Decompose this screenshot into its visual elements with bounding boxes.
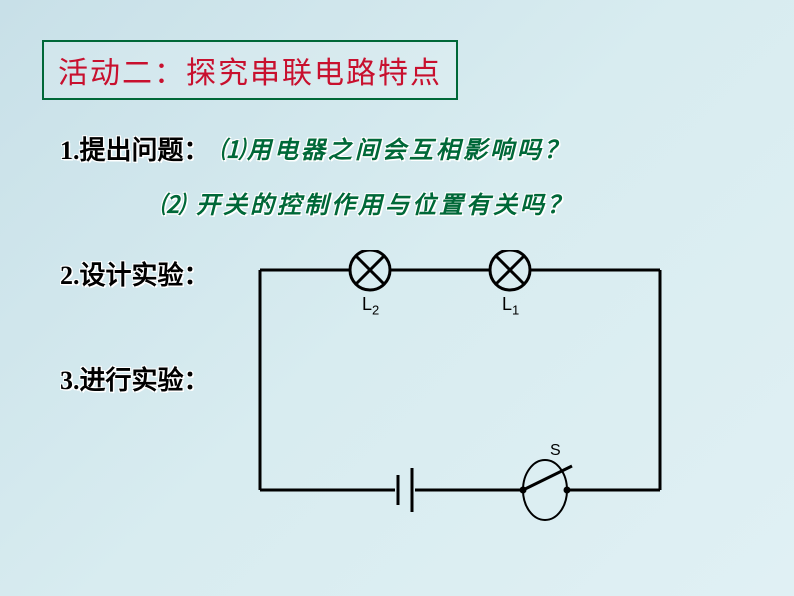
lamp-l1-label: L1 (502, 294, 519, 318)
lamp-l2-letter: L (362, 294, 372, 314)
question-2: ⑵ 开关的控制作用与位置有关吗？ (160, 185, 574, 220)
section-1-label: 1.提出问题： (60, 130, 210, 167)
lamp-l1-sub: 1 (512, 303, 519, 318)
section-3-label: 3.进行实验： (60, 360, 210, 397)
question-1: ⑴用电器之间会互相影响吗？ (220, 130, 571, 165)
section-2-label: 2.设计实验： (60, 255, 210, 292)
circuit-svg (240, 250, 680, 530)
circuit-diagram: L2 L1 S (240, 250, 680, 530)
lamp-l2-sub: 2 (372, 303, 379, 318)
switch-label: S (550, 442, 561, 460)
lamp-l1-letter: L (502, 294, 512, 314)
lamp-l2-label: L2 (362, 294, 379, 318)
page-title: 活动二：探究串联电路特点 (58, 57, 442, 90)
title-box: 活动二：探究串联电路特点 (42, 40, 458, 100)
